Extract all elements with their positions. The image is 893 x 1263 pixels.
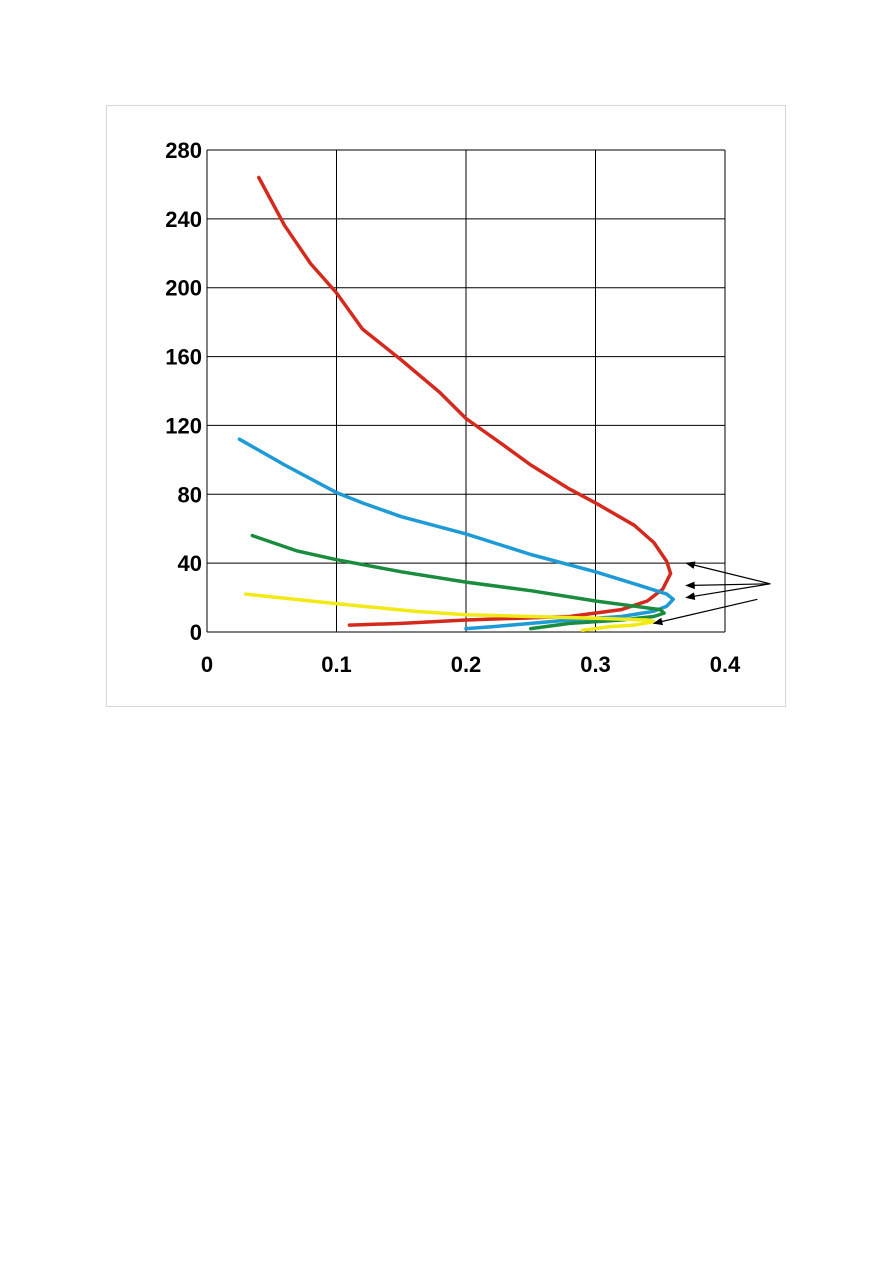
series-line-1 xyxy=(257,175,673,627)
chart-annotations xyxy=(652,561,771,626)
annotation-arrow-4 xyxy=(652,598,758,626)
annotation-arrow-1 xyxy=(685,561,771,585)
series-line-2 xyxy=(237,437,675,631)
x-axis-tick-labels: 0 0.1 0.2 0.3 0.4 xyxy=(201,652,741,677)
x-tick-label: 0 xyxy=(201,652,213,677)
annotation-arrow-2 xyxy=(685,581,771,590)
annotation-arrow-3 xyxy=(685,583,771,600)
y-tick-label: 80 xyxy=(178,482,202,507)
y-tick-label: 280 xyxy=(165,138,202,163)
y-tick-label: 120 xyxy=(165,413,202,438)
chart-grid xyxy=(206,149,726,633)
y-tick-label: 200 xyxy=(165,276,202,301)
y-tick-label: 160 xyxy=(165,345,202,370)
y-tick-label: 0 xyxy=(190,620,202,645)
x-tick-label: 0.4 xyxy=(710,652,741,677)
y-axis-tick-labels: 0 40 80 120 160 200 240 280 xyxy=(165,138,202,645)
figure-frame xyxy=(106,105,786,707)
y-tick-label: 240 xyxy=(165,207,202,232)
x-tick-label: 0.3 xyxy=(580,652,611,677)
x-tick-label: 0.1 xyxy=(321,652,352,677)
series-line-4 xyxy=(244,592,656,633)
chart-series xyxy=(237,175,675,633)
y-tick-label: 40 xyxy=(178,551,202,576)
x-tick-label: 0.2 xyxy=(451,652,482,677)
